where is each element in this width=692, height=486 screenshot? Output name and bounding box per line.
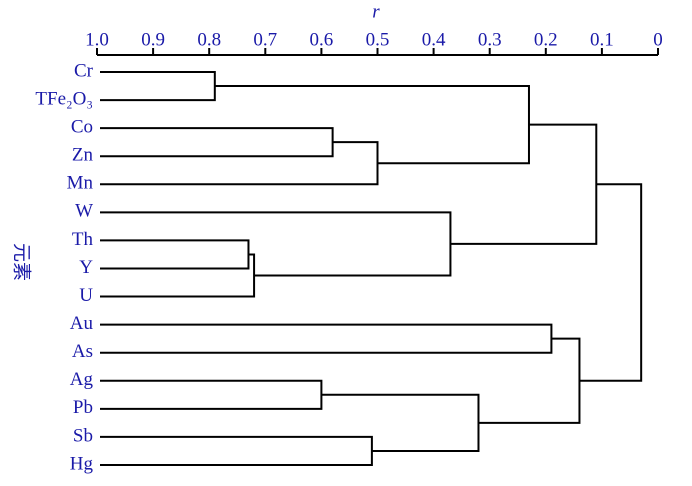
merge-link <box>214 85 530 165</box>
y-axis-label: 元素 <box>11 243 33 281</box>
leaf-label: As <box>72 341 93 362</box>
x-tick-label: 0.1 <box>590 29 614 50</box>
merge-link <box>100 379 323 410</box>
leaf-label: Pb <box>73 397 93 418</box>
leaf-label: Hg <box>70 453 94 474</box>
leaf-label: Au <box>70 313 94 334</box>
x-tick-label: 0.8 <box>197 29 221 50</box>
merge-link <box>100 211 452 277</box>
x-tick-label: 0.6 <box>310 29 334 50</box>
merge-link <box>478 337 581 424</box>
leaf-label: Cr <box>74 60 94 81</box>
leaf-label: U <box>79 285 93 306</box>
x-tick-label: 0.3 <box>478 29 502 50</box>
leaf-label: TFe₂O₃ <box>35 88 93 109</box>
merge-link <box>100 239 250 270</box>
leaf-label: Co <box>71 116 93 137</box>
x-tick-label: 0.2 <box>534 29 558 50</box>
leaf-label: Mn <box>67 173 94 194</box>
x-tick-label: 0 <box>653 29 663 50</box>
x-tick-label: 0.9 <box>141 29 165 50</box>
leaf-label: Ag <box>70 369 94 390</box>
merge-link <box>100 253 256 298</box>
merge-link <box>100 435 373 466</box>
x-tick-label: 1.0 <box>85 29 109 50</box>
leaf-label: W <box>75 201 93 222</box>
merge-link <box>100 141 379 186</box>
leaf-label: Th <box>72 229 94 250</box>
leaf-label: Y <box>79 257 93 278</box>
leaf-label: Zn <box>72 145 94 166</box>
merge-link <box>100 127 334 158</box>
x-tick-label: 0.5 <box>366 29 390 50</box>
x-tick-label: 0.7 <box>253 29 277 50</box>
merge-link <box>100 71 216 102</box>
chart-title: r <box>372 1 380 22</box>
merge-link <box>100 323 553 354</box>
x-tick-label: 0.4 <box>422 29 446 50</box>
leaf-label: Sb <box>73 425 93 446</box>
merge-link <box>579 183 643 382</box>
merge-link <box>321 393 480 452</box>
merge-link <box>450 123 598 245</box>
